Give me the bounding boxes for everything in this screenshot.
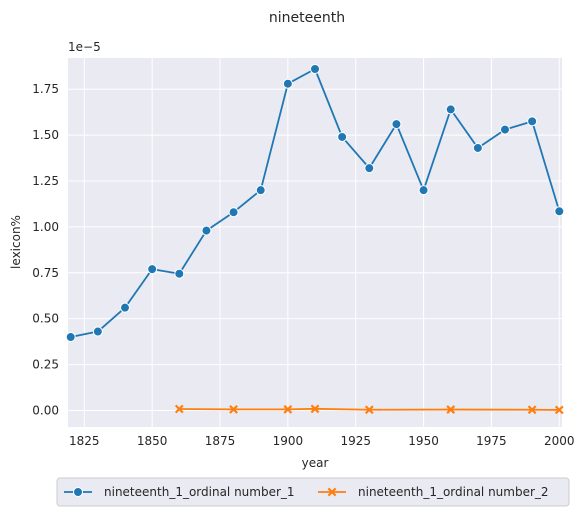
data-point [310, 404, 320, 414]
data-point [446, 405, 456, 414]
y-tick-label: 0.00 [32, 403, 59, 417]
data-point [364, 405, 374, 415]
legend-label: nineteenth_1_ordinal number_1 [104, 485, 295, 499]
data-point [527, 405, 537, 415]
data-point [337, 131, 348, 142]
marker-stroke [554, 405, 564, 415]
legend-marker [73, 487, 83, 497]
marker-stroke [327, 487, 337, 497]
series-group [65, 64, 565, 415]
legend-marker [327, 487, 337, 497]
data-point [255, 185, 266, 196]
data-point [527, 116, 538, 127]
data-point [228, 207, 239, 218]
x-axis-label: year [302, 456, 329, 470]
y-tick-label: 0.25 [32, 358, 59, 372]
y-tick-label: 1.25 [32, 174, 59, 188]
x-tick-label: 1925 [340, 434, 371, 448]
y-tick-label: 0.50 [32, 312, 59, 326]
legend-label: nineteenth_1_ordinal number_2 [358, 485, 549, 499]
x-tick-label: 2000 [544, 434, 575, 448]
data-point [418, 185, 429, 196]
marker-stroke [283, 404, 293, 414]
data-point [283, 404, 293, 414]
marker-stroke [446, 405, 456, 414]
data-point [201, 225, 212, 236]
marker-stroke [174, 404, 184, 414]
y-tick-label: 1.75 [32, 82, 59, 96]
data-point [174, 268, 185, 279]
y-axis-ticks: 0.00 0.25 0.50 0.75 1.00 1.25 1.50 1.75 [32, 82, 59, 417]
data-point [364, 163, 375, 174]
data-point [147, 264, 158, 275]
data-point [282, 78, 293, 89]
legend-item-2: nineteenth_1_ordinal number_2 [318, 485, 549, 499]
data-point [229, 404, 238, 414]
x-tick-label: 1900 [273, 434, 304, 448]
y-tick-label: 1.50 [32, 128, 59, 142]
series-line [179, 407, 560, 411]
data-point [65, 332, 76, 343]
data-point [120, 302, 130, 313]
data-point [310, 64, 320, 75]
x-axis-ticks: 1825 1850 1875 1900 1925 1950 1975 2000 [69, 434, 575, 448]
data-point [92, 326, 103, 337]
x-tick-label: 1850 [137, 434, 168, 448]
plot-background [68, 58, 562, 427]
data-point [472, 142, 483, 153]
data-point [445, 104, 456, 115]
legend: nineteenth_1_ordinal number_1 nineteenth_… [56, 477, 570, 507]
data-point [174, 404, 184, 414]
x-tick-label: 1975 [476, 434, 507, 448]
x-tick-label: 1875 [205, 434, 236, 448]
grid-lines [68, 58, 562, 427]
legend-box [56, 477, 570, 507]
y-tick-label: 0.75 [32, 266, 59, 280]
data-point [391, 119, 402, 130]
series-2 [174, 404, 564, 415]
data-point [554, 206, 565, 217]
marker-stroke [527, 405, 537, 415]
legend-item-1: nineteenth_1_ordinal number_1 [64, 485, 295, 499]
y-axis-label: lexicon% [9, 215, 23, 269]
chart-title: nineteenth [269, 10, 345, 26]
x-tick-label: 1950 [408, 434, 439, 448]
y-axis-offset-label: 1e−5 [68, 40, 101, 54]
data-point [500, 124, 510, 135]
x-tick-label: 1825 [69, 434, 100, 448]
data-point [554, 405, 564, 415]
series-1 [65, 64, 565, 343]
marker-stroke [229, 404, 238, 414]
marker-stroke [364, 405, 374, 415]
marker-stroke [310, 404, 320, 414]
y-tick-label: 1.00 [32, 220, 59, 234]
